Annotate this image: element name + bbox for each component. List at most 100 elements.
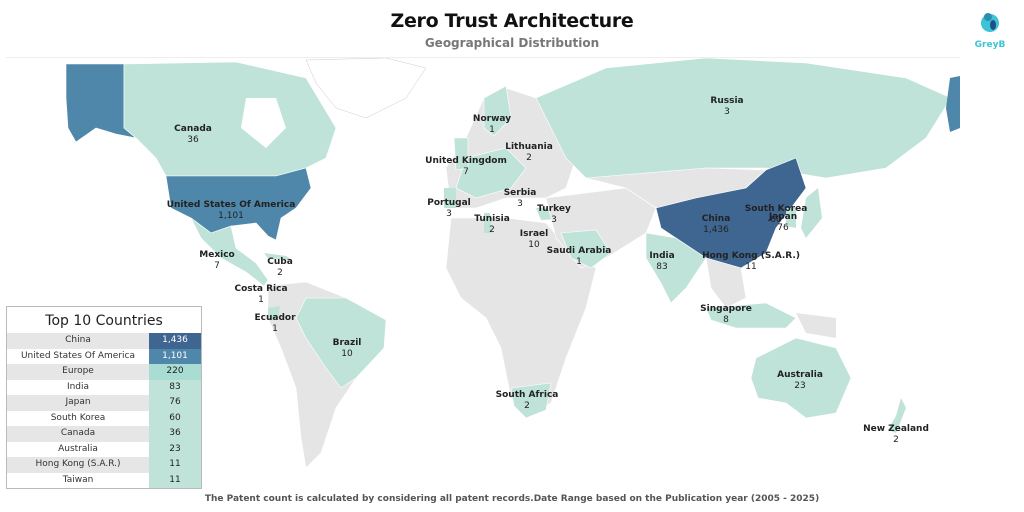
patent-count: 11 xyxy=(149,457,201,473)
country-name: Russia xyxy=(710,96,744,106)
map-label[interactable]: India 83 xyxy=(649,251,674,273)
patent-count: 2 xyxy=(277,268,283,278)
patent-count: 60 xyxy=(770,215,782,225)
map-label[interactable]: Canada 36 xyxy=(174,124,212,146)
table-row[interactable]: Hong Kong (S.A.R.) 11 xyxy=(7,457,201,473)
patent-count: 3 xyxy=(446,209,452,219)
header: Zero Trust Architecture Geographical Dis… xyxy=(0,0,1024,56)
patent-count: 3 xyxy=(724,107,730,117)
country-name: United States Of America xyxy=(166,200,296,210)
region-russia xyxy=(535,58,952,179)
map-label[interactable]: Russia 3 xyxy=(710,96,743,118)
map-label[interactable]: Norway 1 xyxy=(473,114,511,136)
map-label[interactable]: South Africa 2 xyxy=(496,390,559,412)
table-row[interactable]: Europe 220 xyxy=(7,364,201,380)
map-label[interactable]: Cuba 2 xyxy=(267,257,293,279)
patent-count: 1,436 xyxy=(149,333,201,349)
country-name: Costa Rica xyxy=(234,284,288,294)
map-label[interactable]: Singapore 8 xyxy=(700,304,752,326)
map-label[interactable]: Tunisia 2 xyxy=(474,214,510,236)
region-ecuador xyxy=(268,306,280,320)
country-name: India xyxy=(649,251,675,261)
table-row[interactable]: Taiwan 11 xyxy=(7,472,201,488)
map-label[interactable]: Ecuador 1 xyxy=(254,313,295,335)
country-name: Tunisia xyxy=(474,214,510,224)
top-10-title: Top 10 Countries xyxy=(45,313,163,329)
patent-count: 83 xyxy=(149,379,201,395)
country-name: Canada xyxy=(174,124,212,134)
country-name: Israel xyxy=(519,229,549,239)
top-10-countries-table: Top 10 Countries China 1,436 United States… xyxy=(6,306,202,489)
country-name: Hong Kong (S.A.R.) xyxy=(702,251,800,261)
country-name: Serbia xyxy=(503,188,537,198)
country-name: China xyxy=(701,214,731,224)
country-name: South Africa xyxy=(495,390,559,400)
patent-count: 2 xyxy=(524,401,530,411)
table-row[interactable]: Japan 76 xyxy=(7,395,201,411)
patent-count: 60 xyxy=(149,410,201,426)
table-row[interactable]: India 83 xyxy=(7,379,201,395)
patent-count: 11 xyxy=(745,262,757,272)
patent-count: 36 xyxy=(187,135,199,145)
region-saudi-arabia xyxy=(560,229,612,269)
country-name: Australia xyxy=(58,443,98,454)
map-label[interactable]: Brazil 10 xyxy=(333,338,362,360)
country-name: Japan xyxy=(768,212,798,222)
country-name: South Korea xyxy=(744,204,808,214)
map-label[interactable]: Saudi Arabia 1 xyxy=(547,246,612,268)
map-label[interactable]: Serbia 3 xyxy=(504,188,537,210)
country-name: Portugal xyxy=(427,198,471,208)
region-south-africa xyxy=(510,382,552,419)
country-name: Taiwan xyxy=(62,474,94,485)
patent-count: 2 xyxy=(893,435,899,445)
map-label[interactable]: South Korea 60 xyxy=(745,204,808,226)
map-label[interactable]: Australia 23 xyxy=(777,370,823,392)
country-name: Canada xyxy=(7,426,149,442)
map-label[interactable]: Portugal 3 xyxy=(427,198,471,220)
table-row[interactable]: Canada 36 xyxy=(7,426,201,442)
table-row[interactable]: United States Of America 1,101 xyxy=(7,348,201,364)
patent-count: 3 xyxy=(551,215,557,225)
country-name: Europe xyxy=(7,364,149,380)
footer-note: The Patent count is calculated by consid… xyxy=(204,494,820,504)
patent-count: 2 xyxy=(489,225,495,235)
country-name: Norway xyxy=(472,114,512,124)
map-label[interactable]: Mexico 7 xyxy=(199,250,234,272)
country-name: United Kingdom xyxy=(425,156,507,166)
country-name: Lithuania xyxy=(505,142,553,152)
region-canada xyxy=(123,61,337,177)
patent-count: 76 xyxy=(149,395,201,411)
map-label[interactable]: Costa Rica 1 xyxy=(234,284,287,306)
map-label[interactable]: China 1,436 xyxy=(702,214,731,236)
map-label[interactable]: United Kingdom 7 xyxy=(425,156,507,178)
map-label[interactable]: Israel 10 xyxy=(520,229,548,251)
patent-count: 1 xyxy=(576,257,582,267)
map-label[interactable]: United States Of America 1,101 xyxy=(167,200,296,222)
map-label[interactable]: Lithuania 2 xyxy=(505,142,553,164)
logo-icon xyxy=(981,13,999,32)
country-name: New Zealand xyxy=(863,424,929,434)
patent-count: 1 xyxy=(489,125,495,135)
map-label[interactable]: New Zealand 2 xyxy=(863,424,929,446)
patent-count: 7 xyxy=(463,167,469,177)
patent-count: 220 xyxy=(149,364,201,380)
patent-count: 1,101 xyxy=(218,211,244,221)
patent-count: 10 xyxy=(341,349,353,359)
country-name: United States Of America xyxy=(20,350,136,361)
table-row[interactable]: Australia 23 xyxy=(7,441,201,457)
map-label[interactable]: Japan 76 xyxy=(769,212,797,234)
region-australia xyxy=(750,337,852,419)
table-row[interactable]: South Korea 60 xyxy=(7,410,201,426)
page-title: Zero Trust Architecture xyxy=(390,10,634,32)
region-mexico xyxy=(190,217,269,287)
patent-count: 10 xyxy=(528,240,540,250)
table-row[interactable]: China 1,436 xyxy=(7,333,201,349)
page-subtitle: Geographical Distribution xyxy=(424,36,600,50)
patent-count: 36 xyxy=(149,426,201,442)
greyb-logo: GreyB xyxy=(974,8,1006,50)
country-name: South Korea xyxy=(50,412,106,423)
region-new-zealand xyxy=(888,398,906,433)
country-name: Mexico xyxy=(199,250,235,260)
map-label[interactable]: Hong Kong (S.A.R.) 11 xyxy=(702,251,800,273)
map-label[interactable]: Turkey 3 xyxy=(537,204,571,226)
